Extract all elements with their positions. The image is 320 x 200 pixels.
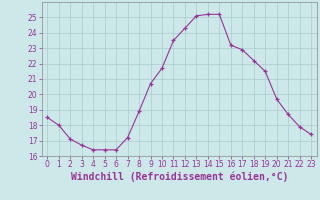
X-axis label: Windchill (Refroidissement éolien,°C): Windchill (Refroidissement éolien,°C) <box>70 172 288 182</box>
